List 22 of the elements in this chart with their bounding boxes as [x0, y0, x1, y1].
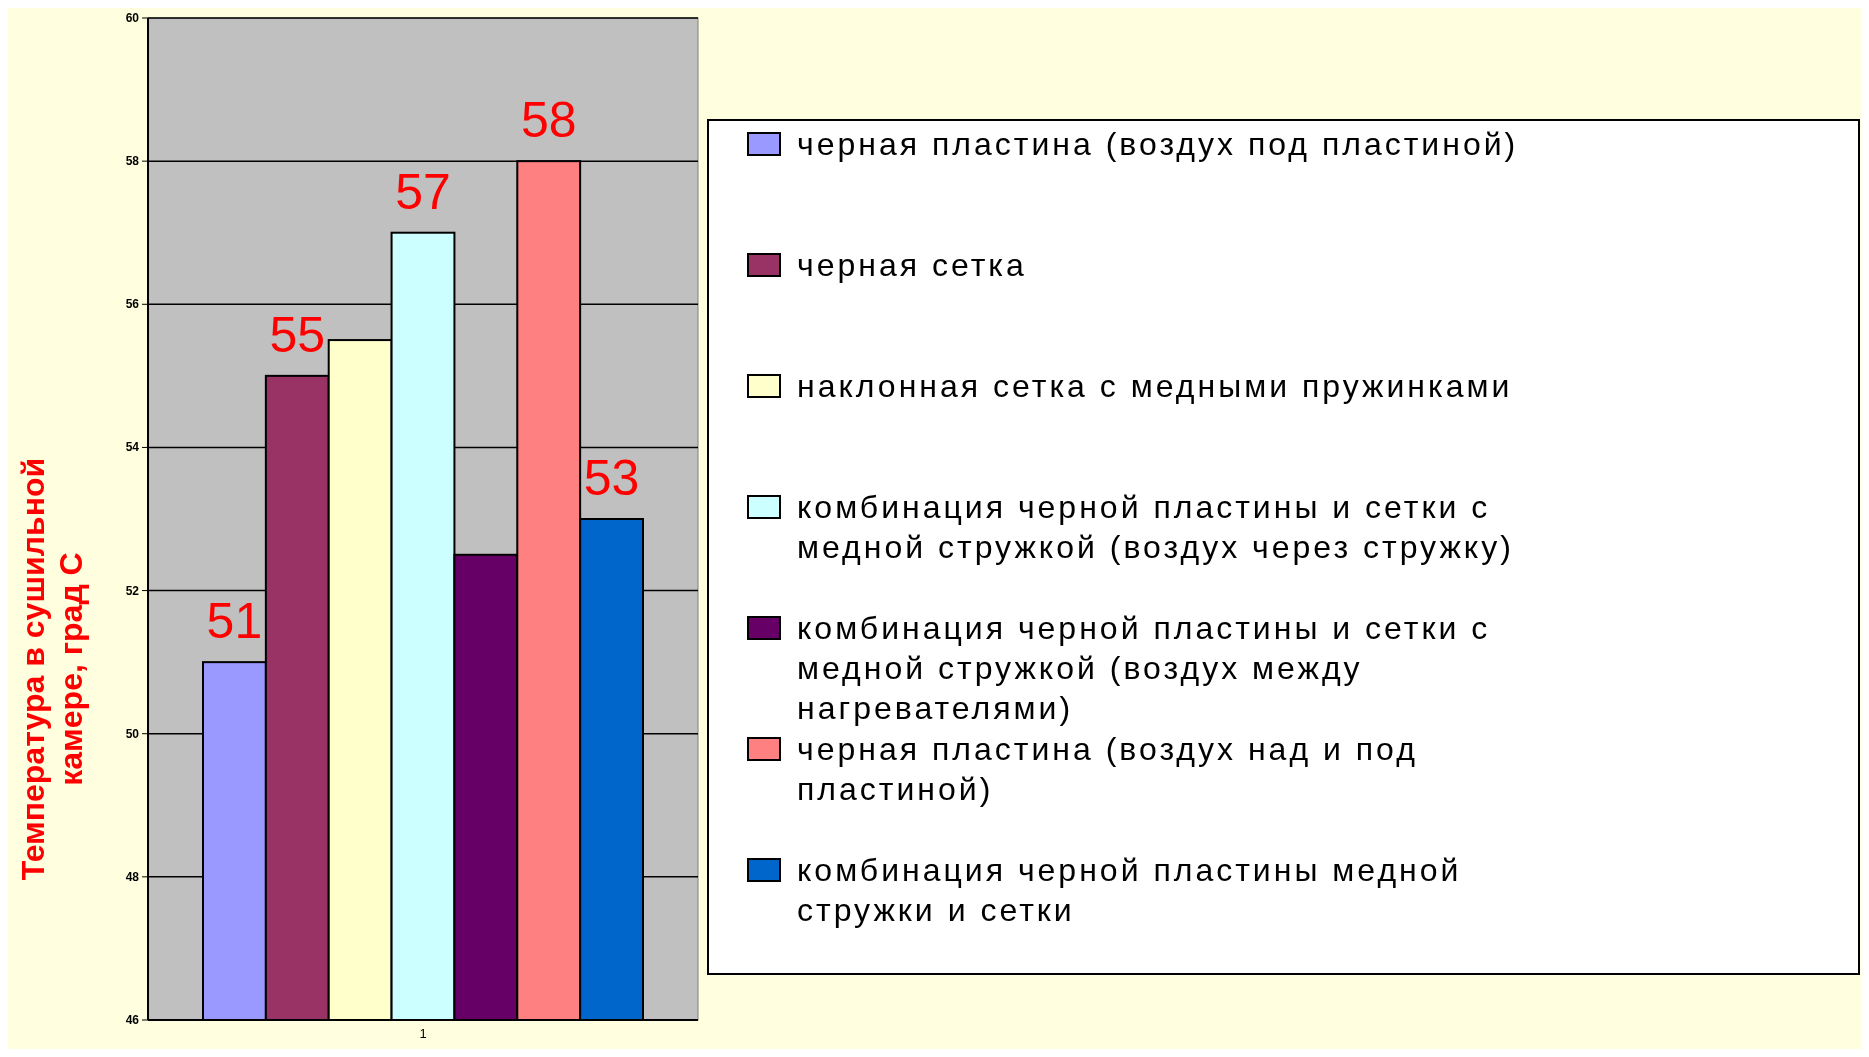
y-tick-label: 60: [125, 11, 140, 25]
y-tick-label: 54: [125, 440, 140, 455]
data-label: 53: [583, 450, 640, 506]
data-label: 51: [206, 593, 263, 650]
x-tick-label: 1: [419, 1026, 427, 1041]
legend-label: наклонная сетка с медными пружинками: [797, 368, 1513, 404]
legend-label: черная пластина (воздух под пластиной): [797, 126, 1519, 162]
y-tick-label: 56: [125, 297, 140, 312]
y-axis-title: Температура в сушильной камере, град С: [15, 457, 89, 881]
legend-label: комбинация черной пластины медной стружки и сетки: [797, 852, 1462, 928]
data-label: 57: [395, 163, 451, 220]
data-label: 55: [269, 306, 326, 363]
y-tick-label: 46: [125, 1013, 140, 1027]
y-tick-label: 50: [125, 726, 140, 741]
legend-label: черная сетка: [797, 247, 1027, 283]
legend-label: комбинация черной пластины и сетки с медной стружкой (воздух между нагревателями): [797, 610, 1491, 726]
legend-label: комбинация черной пластины и сетки с медной стружкой (воздух через стружку): [797, 489, 1514, 565]
y-tick-label: 48: [125, 869, 140, 884]
y-tick-label: 58: [125, 154, 140, 169]
y-tick-label: 52: [125, 583, 140, 598]
legend-label: черная пластина (воздух над и под пластиной): [797, 731, 1418, 807]
data-label: 58: [520, 92, 577, 149]
